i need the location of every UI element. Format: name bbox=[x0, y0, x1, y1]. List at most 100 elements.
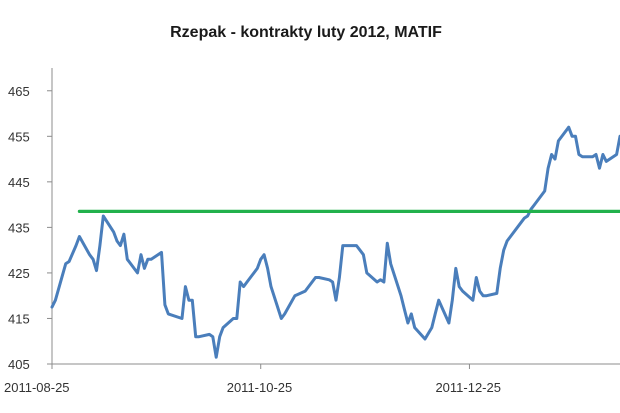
price-data-point bbox=[400, 294, 402, 297]
price-data-point bbox=[455, 267, 457, 270]
y-tick-label: 455 bbox=[8, 129, 30, 144]
y-tick-label: 415 bbox=[8, 311, 30, 326]
price-data-point bbox=[478, 290, 481, 292]
price-data-point bbox=[51, 306, 53, 308]
price-data-point bbox=[502, 249, 505, 251]
price-data-point bbox=[366, 272, 368, 274]
y-tick-label: 465 bbox=[8, 84, 30, 99]
price-data-point bbox=[547, 167, 549, 169]
price-data-point bbox=[140, 253, 142, 256]
price-data-point bbox=[68, 260, 70, 263]
price-data-point bbox=[136, 272, 139, 274]
price-data-point bbox=[191, 299, 194, 302]
price-data-point bbox=[403, 308, 406, 311]
price-data-point bbox=[160, 251, 163, 254]
price-data-point bbox=[533, 203, 536, 206]
price-data-point bbox=[506, 240, 508, 242]
plot-area: 405 415 425 435 445 455 465 2011-08-25 2011-10-2… bbox=[4, 68, 620, 395]
price-data-point bbox=[475, 276, 478, 279]
price-data-point bbox=[451, 299, 454, 302]
price-data-point bbox=[335, 299, 337, 302]
price-data-point bbox=[78, 235, 81, 238]
price-data-point bbox=[242, 285, 245, 288]
price-data-point bbox=[181, 317, 183, 320]
price-data-point bbox=[266, 267, 269, 270]
price-data-point bbox=[116, 240, 118, 242]
price-series-line bbox=[50, 125, 620, 359]
price-data-point bbox=[499, 267, 502, 270]
price-data-point bbox=[256, 267, 259, 270]
price-data-point bbox=[259, 258, 262, 261]
x-tick-label: 2011-12-25 bbox=[435, 380, 501, 395]
price-data-point bbox=[314, 276, 317, 279]
price-data-point bbox=[496, 292, 498, 295]
price-data-point bbox=[280, 317, 283, 320]
y-tick-label: 445 bbox=[8, 175, 30, 190]
price-data-point bbox=[523, 217, 525, 220]
price-data-point bbox=[102, 215, 105, 217]
price-data-point bbox=[413, 326, 416, 329]
price-data-point bbox=[482, 294, 484, 297]
x-tick-label: 2011-08-25 bbox=[4, 380, 70, 395]
price-data-point bbox=[615, 153, 618, 156]
price-data-point bbox=[338, 276, 341, 279]
price-data-point bbox=[485, 294, 488, 297]
price-data-point bbox=[194, 335, 197, 338]
price-data-point bbox=[383, 281, 385, 283]
price-data-point bbox=[389, 263, 392, 265]
price-data-point bbox=[246, 281, 248, 283]
price-data-point bbox=[198, 335, 200, 338]
price-data-point bbox=[167, 313, 170, 315]
price-data-point bbox=[574, 135, 577, 138]
price-data-point bbox=[318, 276, 320, 279]
y-tick-label: 405 bbox=[8, 357, 30, 372]
price-data-point bbox=[294, 294, 296, 297]
price-data-point bbox=[431, 326, 433, 329]
price-data-point bbox=[578, 153, 580, 156]
price-data-point bbox=[150, 258, 152, 261]
price-data-point bbox=[461, 290, 464, 292]
price-data-point bbox=[143, 267, 146, 270]
price-data-point bbox=[386, 242, 389, 245]
price-data-point bbox=[307, 285, 310, 288]
price-data-point bbox=[362, 253, 365, 256]
price-data-point bbox=[215, 356, 217, 359]
price-data-point bbox=[304, 290, 307, 292]
price-data-point bbox=[92, 258, 94, 261]
price-data-point bbox=[543, 190, 546, 192]
price-data-point bbox=[232, 317, 235, 320]
price-data-point bbox=[424, 338, 426, 340]
price-data-point bbox=[208, 333, 211, 336]
price-data-point bbox=[352, 244, 354, 247]
price-data-point bbox=[283, 313, 286, 315]
price-data-point bbox=[126, 258, 129, 261]
price-data-point bbox=[526, 215, 529, 217]
price-data-point bbox=[64, 263, 67, 265]
price-data-point bbox=[218, 335, 221, 338]
price-data-point bbox=[605, 160, 608, 163]
price-data-point bbox=[554, 158, 556, 160]
price-data-point bbox=[509, 235, 512, 238]
price-data-point bbox=[520, 222, 522, 224]
price-data-point bbox=[222, 326, 224, 329]
price-data-point bbox=[54, 299, 57, 302]
price-data-point bbox=[328, 279, 331, 281]
price-data-point bbox=[602, 153, 604, 156]
price-data-point bbox=[410, 313, 413, 315]
price-data-point bbox=[112, 231, 115, 233]
price-data-point bbox=[99, 244, 101, 247]
price-data-point bbox=[359, 249, 361, 251]
price-data-point bbox=[75, 244, 77, 247]
price-data-point bbox=[407, 322, 409, 324]
price-data-point bbox=[95, 269, 98, 272]
chart-title: Rzepak - kontrakty luty 2012, MATIF bbox=[170, 24, 442, 41]
price-data-point bbox=[448, 322, 450, 324]
price-data-point bbox=[595, 153, 597, 156]
price-data-point bbox=[550, 153, 553, 156]
price-data-point bbox=[598, 167, 601, 169]
price-data-point bbox=[434, 313, 437, 315]
price-data-point bbox=[530, 208, 532, 210]
x-tick-label: 2011-10-25 bbox=[227, 380, 293, 395]
price-data-point bbox=[458, 285, 461, 288]
